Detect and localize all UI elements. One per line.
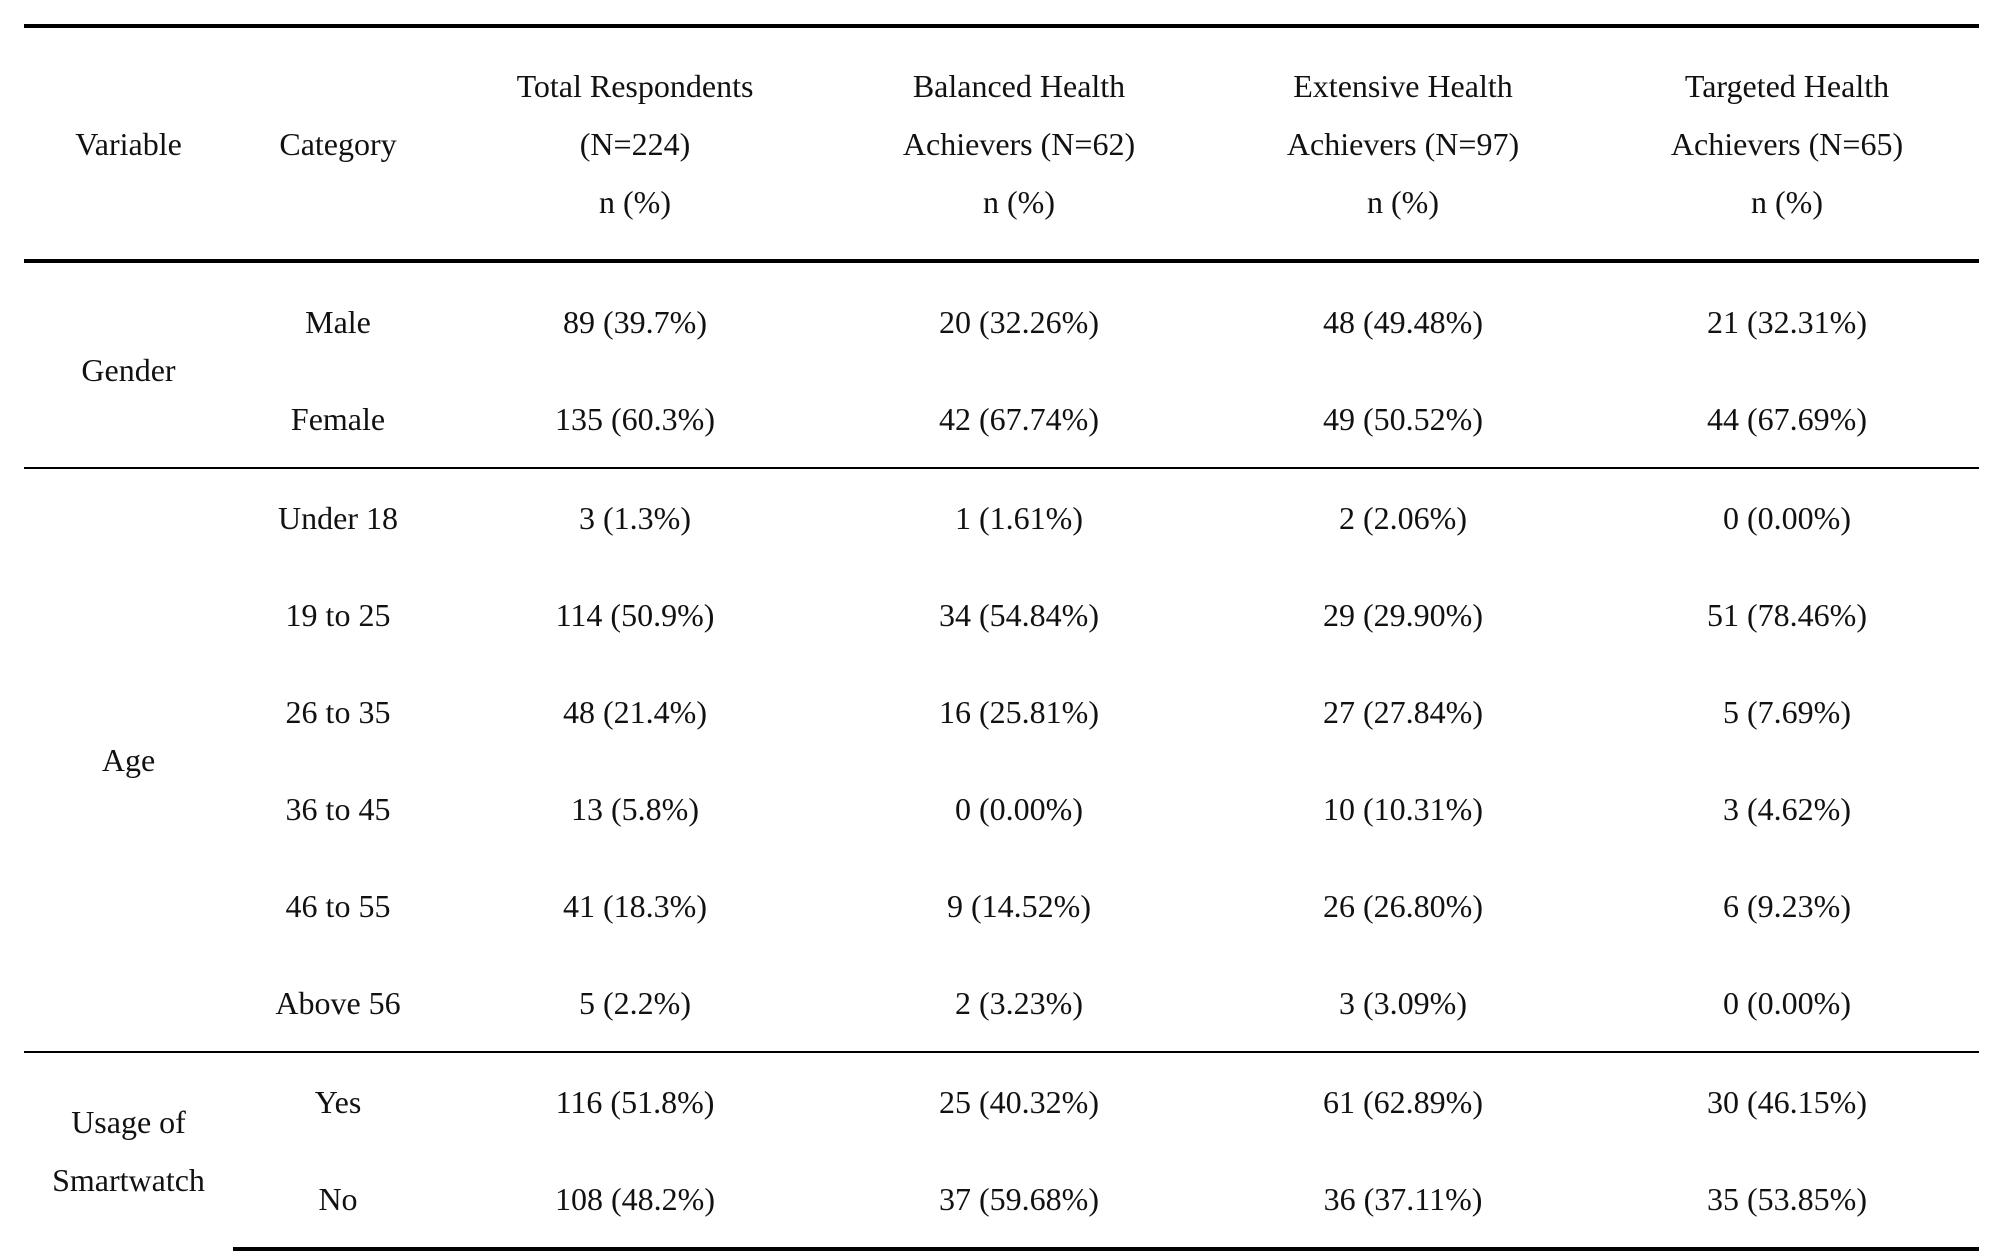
value-cell: 108 (48.2%) (443, 1150, 827, 1251)
value-cell: 9 (14.52%) (947, 887, 1091, 924)
value-cell: 44 (67.69%) (1707, 400, 1867, 437)
category-cell: No (233, 1150, 443, 1251)
table-row: Female 135 (60.3%) 42 (67.74%) 49 (50.52… (24, 370, 1979, 468)
value-cell: 21 (32.31%) (1707, 303, 1867, 340)
value-cell: 3 (3.09%) (1339, 984, 1467, 1021)
value-cell: 114 (50.9%) (555, 596, 715, 633)
header-line: Total Respondents (516, 67, 754, 104)
demographics-table-container: Variable Category Total Respondents (N=2… (24, 24, 1979, 1251)
value-cell: 35 (53.85%) (1595, 1150, 1979, 1251)
variable-cell: Gender (81, 352, 176, 388)
value-cell: 0 (0.00%) (1595, 467, 1979, 566)
header-category: Category (279, 125, 397, 162)
table-row: 19 to 25 114 (50.9%) 34 (54.84%) 29 (29.… (24, 566, 1979, 663)
value-cell: 89 (39.7%) (563, 303, 707, 340)
header-line: Balanced Health (912, 67, 1126, 104)
value-cell: 0 (0.00%) (1723, 984, 1851, 1021)
header-balanced-health: Balanced Health Achievers (N=62) n (%) (827, 26, 1211, 261)
category-cell: 26 to 35 (285, 693, 391, 730)
category-cell: Under 18 (233, 467, 443, 566)
value-cell: 37 (59.68%) (827, 1150, 1211, 1251)
header-line: n (%) (599, 183, 671, 220)
header-row: Variable Category Total Respondents (N=2… (24, 26, 1979, 261)
header-total-respondents: Total Respondents (N=224) n (%) (443, 26, 827, 261)
table-row: No 108 (48.2%) 37 (59.68%) 36 (37.11%) 3… (24, 1150, 1979, 1251)
value-cell: 26 (26.80%) (1323, 887, 1483, 924)
value-cell: 1 (1.61%) (827, 467, 1211, 566)
table-header: Variable Category Total Respondents (N=2… (24, 26, 1979, 261)
group-smartwatch: Usage of Smartwatch Yes 116 (51.8%) 25 (… (24, 1051, 1979, 1251)
header-line: Achievers (N=97) (1286, 125, 1520, 162)
value-cell: 29 (29.90%) (1323, 596, 1483, 633)
table-row: Age Under 18 3 (1.3%) 1 (1.61%) 2 (2.06%… (24, 467, 1979, 1052)
header-line: Targeted Health (1684, 67, 1890, 104)
group-gender: Gender Male 89 (39.7%) 20 (32.26%) 48 (4… (24, 261, 1979, 468)
value-cell: 2 (2.06%) (1211, 467, 1595, 566)
category-cell: Yes (233, 1051, 443, 1150)
value-cell: 0 (0.00%) (955, 790, 1083, 827)
header-line: Extensive Health (1293, 67, 1513, 104)
value-cell: 48 (21.4%) (563, 693, 707, 730)
value-cell: 27 (27.84%) (1323, 693, 1483, 730)
value-cell: 5 (7.69%) (1723, 693, 1851, 730)
value-cell: 41 (18.3%) (563, 887, 707, 924)
value-cell: 61 (62.89%) (1211, 1051, 1595, 1150)
value-cell: 20 (32.26%) (939, 303, 1099, 340)
value-cell: 3 (4.62%) (1723, 790, 1851, 827)
header-variable: Variable (75, 125, 182, 162)
category-cell: Above 56 (275, 984, 401, 1021)
category-cell: Female (290, 400, 386, 437)
value-cell: 49 (50.52%) (1323, 400, 1483, 437)
header-line: Achievers (N=62) (902, 125, 1136, 162)
header-line: Achievers (N=65) (1670, 125, 1904, 162)
category-cell: 46 to 55 (285, 887, 391, 924)
value-cell: 25 (40.32%) (827, 1051, 1211, 1150)
table-row: 36 to 45 13 (5.8%) 0 (0.00%) 10 (10.31%)… (24, 760, 1979, 857)
group-age: Age Under 18 3 (1.3%) 1 (1.61%) 2 (2.06%… (24, 467, 1979, 1052)
header-extensive-health: Extensive Health Achievers (N=97) n (%) (1211, 26, 1595, 261)
value-cell: 34 (54.84%) (939, 596, 1099, 633)
header-line: (N=224) (579, 125, 691, 162)
value-cell: 48 (49.48%) (1323, 303, 1483, 340)
variable-cell: Usage of Smartwatch (24, 1051, 233, 1249)
table-row: 46 to 55 41 (18.3%) 9 (14.52%) 26 (26.80… (24, 857, 1979, 954)
header-line: n (%) (1367, 183, 1439, 220)
value-cell: 42 (67.74%) (939, 400, 1099, 437)
table-row: Gender Male 89 (39.7%) 20 (32.26%) 48 (4… (24, 261, 1979, 389)
category-cell: 19 to 25 (285, 596, 391, 633)
value-cell: 116 (51.8%) (443, 1051, 827, 1150)
value-cell: 2 (3.23%) (955, 984, 1083, 1021)
value-cell: 13 (5.8%) (571, 790, 699, 827)
value-cell: 30 (46.15%) (1595, 1051, 1979, 1150)
variable-cell: Age (24, 467, 233, 1052)
table-row: Above 56 5 (2.2%) 2 (3.23%) 3 (3.09%) 0 … (24, 954, 1979, 1052)
table-row: Usage of Smartwatch Yes 116 (51.8%) 25 (… (24, 1051, 1979, 1249)
category-cell: 36 to 45 (285, 790, 391, 827)
demographics-table: Variable Category Total Respondents (N=2… (24, 24, 1979, 1251)
value-cell: 16 (25.81%) (939, 693, 1099, 730)
header-line: n (%) (1751, 183, 1823, 220)
value-cell: 3 (1.3%) (443, 467, 827, 566)
header-line: n (%) (983, 183, 1055, 220)
header-targeted-health: Targeted Health Achievers (N=65) n (%) (1595, 26, 1979, 261)
variable-line: Usage of (71, 1104, 186, 1140)
table-row: 26 to 35 48 (21.4%) 16 (25.81%) 27 (27.8… (24, 663, 1979, 760)
value-cell: 135 (60.3%) (555, 400, 715, 437)
value-cell: 10 (10.31%) (1323, 790, 1483, 827)
category-cell: Male (305, 303, 371, 340)
value-cell: 5 (2.2%) (579, 984, 691, 1021)
value-cell: 51 (78.46%) (1707, 596, 1867, 633)
value-cell: 36 (37.11%) (1211, 1150, 1595, 1251)
variable-line: Smartwatch (52, 1162, 205, 1198)
value-cell: 6 (9.23%) (1723, 887, 1851, 924)
